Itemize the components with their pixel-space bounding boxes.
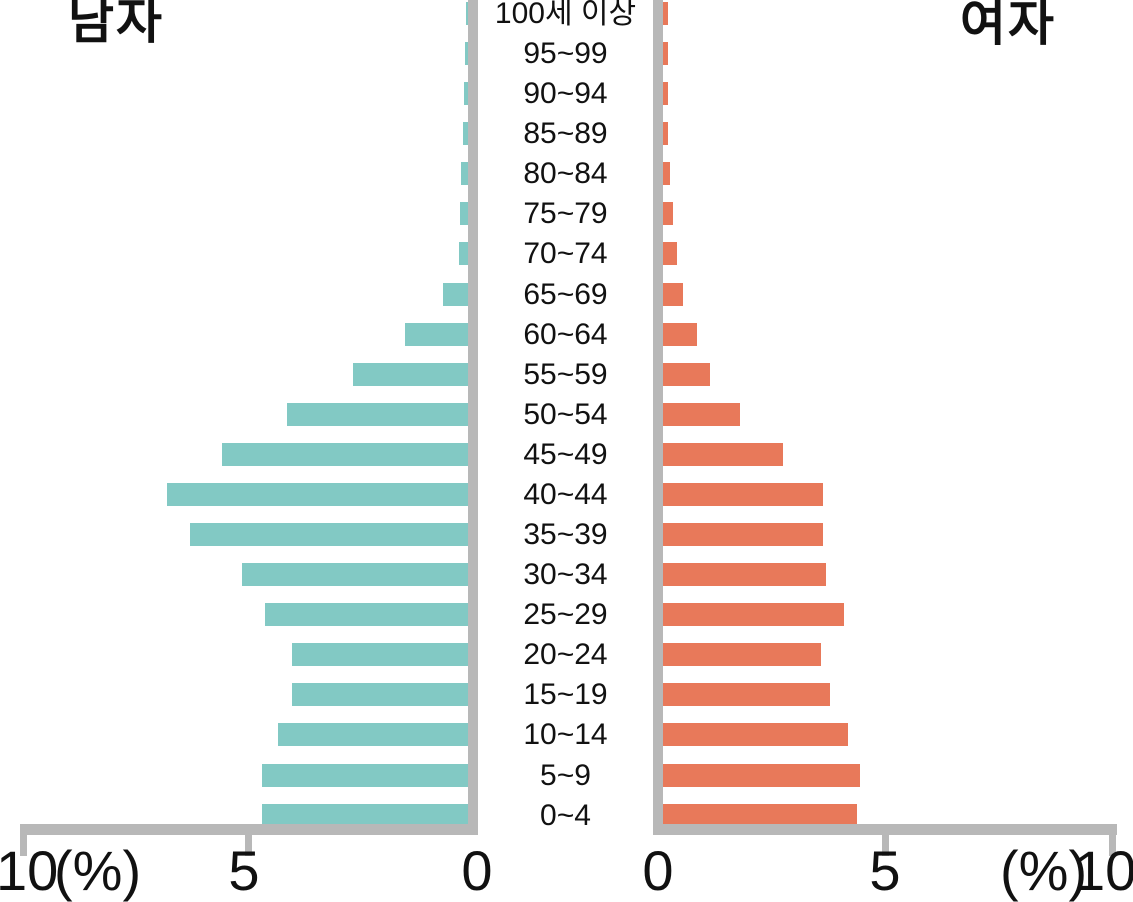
male-bar — [464, 82, 468, 106]
male-bar — [264, 603, 468, 627]
left-vertical-axis — [468, 0, 478, 835]
age-group-label: 30~34 — [523, 558, 608, 592]
male-bar — [291, 683, 468, 707]
age-group-label: 60~64 — [523, 317, 608, 351]
female-title: 여자 — [960, 0, 1056, 51]
left-axis-label-0: 0 — [461, 839, 493, 902]
female-bar — [663, 162, 670, 186]
male-bar — [463, 122, 468, 146]
right-axis-label-10: 10 — [1074, 839, 1133, 902]
left-tick-10 — [20, 835, 27, 856]
age-group-label: 40~44 — [523, 477, 608, 511]
age-group-label: 95~99 — [523, 37, 608, 71]
male-title: 남자 — [68, 0, 164, 49]
male-bar — [221, 442, 468, 466]
age-group-label: 55~59 — [523, 357, 608, 391]
age-group-label: 25~29 — [523, 598, 608, 632]
female-bar — [663, 763, 860, 787]
female-bar — [663, 202, 673, 226]
age-group-label: 100세 이상 — [494, 0, 637, 30]
female-bar — [663, 683, 831, 707]
age-group-label: 0~4 — [540, 798, 591, 832]
female-bar — [663, 242, 677, 266]
right-horizontal-axis — [653, 824, 1117, 835]
female-bar — [663, 282, 684, 306]
right-axis-label-5: 5 — [869, 839, 901, 902]
female-bar — [663, 362, 711, 386]
male-bar — [461, 162, 468, 186]
female-bar — [663, 322, 697, 346]
left-horizontal-axis — [20, 824, 478, 835]
male-bar — [242, 563, 468, 587]
age-group-label: 80~84 — [523, 157, 608, 191]
male-bar — [291, 643, 468, 667]
female-bar — [663, 803, 858, 827]
left-tick-5 — [245, 835, 252, 856]
male-bar — [262, 803, 468, 827]
right-vertical-axis — [653, 0, 663, 835]
age-group-label: 70~74 — [523, 237, 608, 271]
male-bar — [443, 282, 468, 306]
age-group-label: 65~69 — [523, 277, 608, 311]
age-group-label: 5~9 — [540, 758, 591, 792]
right-tick-5 — [882, 835, 889, 856]
right-axis-unit: (%) — [1000, 839, 1088, 902]
male-bar — [278, 723, 468, 747]
age-group-label: 10~14 — [523, 718, 608, 752]
female-bar — [663, 442, 783, 466]
right-axis-label-0: 0 — [642, 839, 674, 902]
age-group-label: 45~49 — [523, 437, 608, 471]
male-bar — [287, 402, 468, 426]
female-bar — [663, 643, 822, 667]
male-bar — [262, 763, 468, 787]
female-bar — [663, 122, 669, 146]
male-bar — [458, 242, 468, 266]
female-bar — [663, 42, 668, 66]
right-tick-10 — [1109, 835, 1116, 856]
female-bar — [663, 2, 668, 25]
left-axis-unit: (%) — [54, 839, 142, 902]
male-bar — [404, 322, 468, 346]
age-group-label: 90~94 — [523, 77, 608, 111]
male-bar — [460, 202, 468, 226]
female-bar — [663, 603, 844, 627]
female-bar — [663, 82, 668, 106]
female-bar — [663, 402, 740, 426]
female-bar — [663, 723, 849, 747]
male-bar — [167, 482, 468, 506]
left-axis-label-10: 10 — [0, 839, 59, 902]
age-group-label: 15~19 — [523, 678, 608, 712]
female-bar — [663, 482, 824, 506]
left-axis-label-5: 5 — [228, 839, 260, 902]
age-group-label: 75~79 — [523, 197, 608, 231]
male-bar — [190, 523, 468, 547]
female-bar — [663, 563, 826, 587]
male-bar — [352, 362, 468, 386]
female-bar — [663, 523, 824, 547]
age-group-label: 50~54 — [523, 397, 608, 431]
age-group-label: 85~89 — [523, 117, 608, 151]
male-bar — [464, 42, 468, 66]
male-bar — [465, 2, 468, 25]
age-group-label: 20~24 — [523, 638, 608, 672]
age-group-label: 35~39 — [523, 518, 608, 552]
